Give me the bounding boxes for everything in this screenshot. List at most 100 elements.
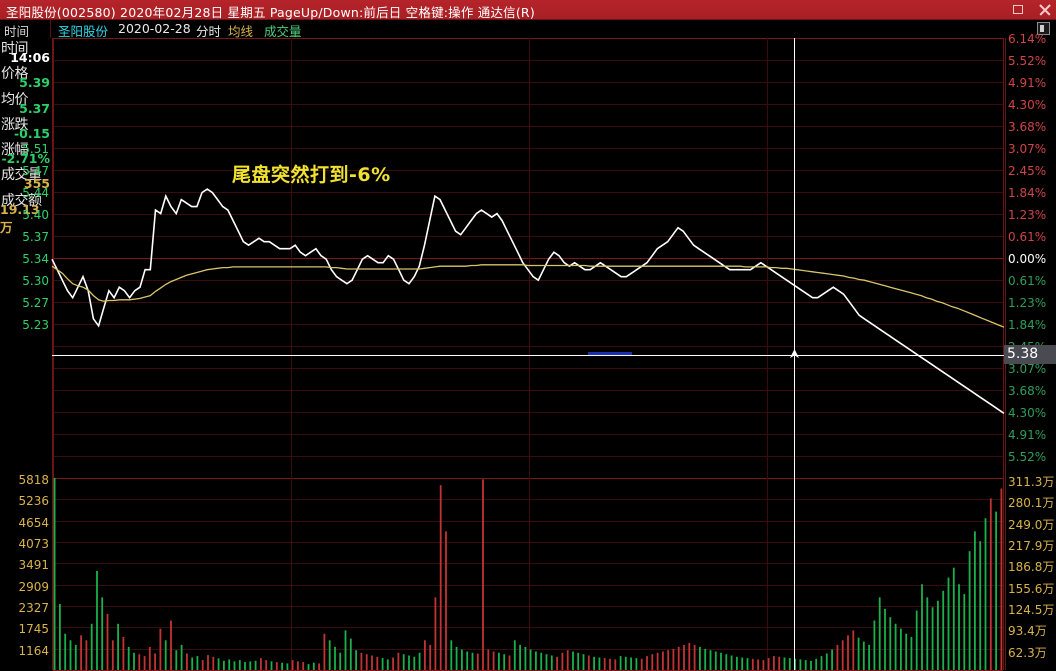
axis-tick-volume-right: 155.6万 <box>1008 581 1055 596</box>
volume-bar <box>746 658 749 670</box>
gridline-h <box>53 434 1003 435</box>
info-row: 均价 5.37 <box>0 89 52 116</box>
average-price-line <box>51 264 1005 328</box>
gridline-v <box>291 478 292 670</box>
volume-bar <box>260 658 262 670</box>
volume-bar <box>508 655 511 670</box>
volume-bar <box>402 654 405 670</box>
volume-bar <box>519 644 521 670</box>
volume-bar <box>355 650 357 670</box>
toolbar-chart-type[interactable]: 分时 <box>196 24 222 39</box>
volume-bar <box>831 649 833 670</box>
gridline-v <box>767 478 768 670</box>
window-controls <box>1012 0 1052 20</box>
info-value: 19.13万 <box>0 201 40 235</box>
volume-bar <box>540 652 543 670</box>
close-icon[interactable] <box>1038 3 1052 17</box>
axis-tick-volume-left: 5818 <box>18 473 49 487</box>
price-chart-panel[interactable] <box>51 38 1006 479</box>
volume-bar <box>117 623 119 670</box>
volume-bar <box>360 652 363 670</box>
volume-bar <box>778 656 781 670</box>
volume-bar <box>810 660 812 670</box>
panel-toggle-icon[interactable] <box>1037 22 1050 35</box>
volume-bar <box>757 659 759 670</box>
title-bar: 圣阳股份(002580) 2020年02月28日 星期五 PageUp/Down… <box>0 0 1056 20</box>
info-label: 涨跌 <box>1 116 29 133</box>
gridline-v <box>529 478 530 670</box>
volume-bar <box>900 628 902 670</box>
axis-tick-volume-right: 62.3万 <box>1008 645 1047 660</box>
volume-bar <box>862 641 865 670</box>
volume-bar <box>672 648 675 670</box>
volume-bar <box>381 658 384 670</box>
volume-bar <box>804 660 807 670</box>
axis-tick-percent: 4.30% <box>1008 98 1047 112</box>
volume-bar <box>815 658 818 670</box>
axis-tick-volume-left: 1164 <box>18 643 49 658</box>
volume-bar <box>773 656 775 670</box>
volume-bar <box>328 640 331 670</box>
gridline-v <box>291 38 292 478</box>
volume-bar <box>910 637 913 670</box>
volume-bar <box>344 630 347 670</box>
volume-bar <box>59 604 61 670</box>
axis-tick-percent: 3.68% <box>1008 120 1047 134</box>
toolbar-volume-label[interactable]: 成交量 <box>264 24 302 39</box>
volume-bar <box>106 613 109 670</box>
maximize-icon[interactable] <box>1012 3 1026 17</box>
gridline-h <box>53 38 1003 39</box>
volume-bar <box>164 640 167 670</box>
volume-bar <box>429 644 432 670</box>
info-value: 5.37 <box>19 100 50 116</box>
volume-bar <box>662 651 664 670</box>
gridline-h <box>53 390 1003 391</box>
toolbar-divider <box>50 20 51 38</box>
toolbar-stock-name[interactable]: 圣阳股份 <box>58 24 109 39</box>
quote-info-panel: 时间 14:06 价格 5.39 均价 5.37 涨跌 -0.15 涨幅 -2.71% 成交量 355… <box>0 38 52 266</box>
info-label: 涨幅 <box>1 142 29 159</box>
volume-bar <box>582 654 585 670</box>
volume-chart-panel[interactable] <box>52 477 1006 671</box>
volume-bar <box>69 640 72 670</box>
axis-tick-volume-right: 124.5万 <box>1008 603 1055 617</box>
volume-bar <box>820 656 823 670</box>
volume-bar <box>186 653 188 670</box>
volume-bar <box>503 654 506 670</box>
volume-bar <box>228 659 231 670</box>
volume-bar <box>175 650 178 670</box>
info-label: 时间 <box>1 41 29 57</box>
info-value: -2.71% <box>1 151 50 167</box>
axis-tick-percent: 3.07% <box>1008 362 1047 376</box>
axis-tick-percent: 6.14% <box>1008 32 1047 46</box>
volume-bar <box>852 630 855 670</box>
volume-bar <box>577 652 580 670</box>
volume-bar <box>614 659 617 670</box>
volume-bar <box>349 638 352 670</box>
axis-tick-volume-left: 2909 <box>18 579 49 594</box>
volume-bar <box>122 637 125 670</box>
axis-tick-percent: 1.23% <box>1008 208 1047 222</box>
volume-bar <box>635 658 638 670</box>
volume-bar <box>418 652 421 670</box>
axis-tick-percent: 0.61% <box>1008 274 1047 288</box>
volume-bar <box>1000 488 1003 670</box>
volume-bar <box>767 658 770 670</box>
volume-bar <box>730 655 733 670</box>
volume-bar <box>408 655 410 670</box>
volume-bar <box>609 658 611 670</box>
volume-bar <box>334 646 336 670</box>
axis-tick-percent: 4.91% <box>1008 76 1047 90</box>
volume-bar <box>223 660 225 670</box>
volume-bar <box>286 663 289 670</box>
volume-plot <box>53 477 1003 670</box>
toolbar-ma-label[interactable]: 均线 <box>228 24 254 39</box>
volume-bar <box>233 661 236 670</box>
volume-bar <box>85 640 88 670</box>
volume-bar <box>751 658 754 670</box>
volume-bar <box>868 644 870 670</box>
volume-bar <box>762 660 765 670</box>
axis-tick-volume-right: 311.3万 <box>1008 475 1055 489</box>
volume-bar <box>714 651 717 670</box>
gridline-h <box>53 521 1003 522</box>
